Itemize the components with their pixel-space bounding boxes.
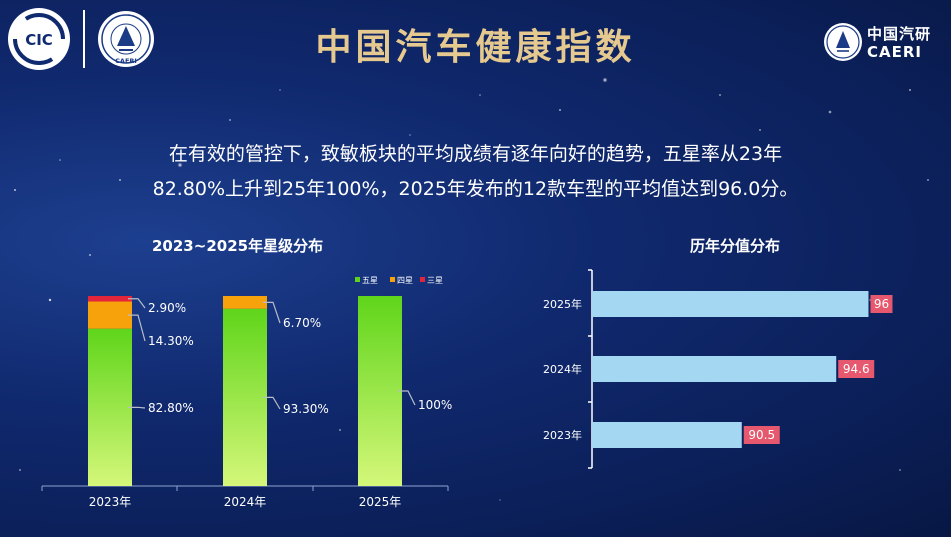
data-label: 93.30% bbox=[283, 402, 329, 416]
score-bar bbox=[592, 356, 837, 382]
caeri-brand: 中国汽研 CAERI bbox=[823, 22, 941, 64]
data-label: 100% bbox=[418, 398, 452, 412]
legend-swatch bbox=[420, 277, 425, 282]
score-data-label: 96 bbox=[874, 297, 889, 311]
legend-swatch bbox=[390, 277, 395, 282]
score-distribution-chart-title: 历年分值分布 bbox=[690, 237, 781, 255]
data-label-leader-line bbox=[128, 298, 146, 309]
y-tick-label: 2023年 bbox=[543, 428, 582, 442]
score-label-background bbox=[743, 426, 780, 444]
header-divider bbox=[83, 10, 85, 68]
legend-label: 五星 bbox=[362, 276, 378, 285]
svg-text:CAERI: CAERI bbox=[115, 57, 137, 65]
bar-segment-five-star bbox=[358, 296, 402, 486]
summary-text: 在有效的管控下，致敏板块的平均成绩有逐年向好的趋势，五星率从23年 82.80%… bbox=[0, 137, 951, 207]
score-distribution-chart: 96 2025年 94.6 2024年 90.5 2023年 bbox=[543, 269, 893, 469]
data-label: 14.30% bbox=[148, 334, 194, 348]
star-distribution-chart-title: 2023~2025年星级分布 bbox=[152, 237, 324, 255]
brand-name-cn: 中国汽研 bbox=[867, 25, 932, 43]
bar-segment-three-star bbox=[88, 296, 132, 302]
cic-logo: CIC bbox=[8, 8, 70, 70]
score-data-label: 94.6 bbox=[843, 362, 870, 376]
y-tick-label: 2025年 bbox=[543, 297, 582, 311]
bar-segment-four-star bbox=[223, 296, 267, 309]
legend-swatch bbox=[355, 277, 360, 282]
bar-segment-five-star bbox=[223, 308, 267, 486]
data-label: 6.70% bbox=[283, 316, 321, 330]
data-label-leader-line bbox=[128, 406, 146, 409]
caeri-seal-logo: CAERI bbox=[98, 11, 154, 67]
data-label-leader-line bbox=[398, 390, 416, 406]
summary-line-1: 在有效的管控下，致敏板块的平均成绩有逐年向好的趋势，五星率从23年 bbox=[168, 143, 783, 165]
bar-segment-five-star bbox=[88, 328, 132, 486]
x-tick-label: 2025年 bbox=[359, 495, 402, 509]
star-distribution-chart: 82.80% 14.30% 2.90% 2023年 93.30% 6.70% 2024年 10… bbox=[41, 276, 452, 509]
bar-segment-four-star bbox=[88, 301, 132, 329]
brand-name-en: CAERI bbox=[867, 43, 922, 61]
legend-label: 三星 bbox=[427, 276, 443, 285]
y-tick-label: 2024年 bbox=[543, 362, 582, 376]
data-label: 82.80% bbox=[148, 401, 194, 415]
score-bar bbox=[592, 422, 742, 448]
x-tick-label: 2024年 bbox=[224, 495, 267, 509]
score-data-label: 90.5 bbox=[748, 428, 775, 442]
page-title: 中国汽车健康指数 bbox=[315, 27, 636, 68]
data-label-leader-line bbox=[263, 301, 281, 324]
x-tick-label: 2023年 bbox=[89, 495, 132, 509]
data-label-leader-line bbox=[263, 396, 281, 410]
score-label-background bbox=[870, 295, 893, 313]
score-label-background bbox=[838, 360, 875, 378]
legend-label: 四星 bbox=[397, 276, 413, 285]
caeri-mark-icon bbox=[824, 23, 862, 61]
data-label-leader-line bbox=[128, 314, 146, 342]
summary-line-2: 82.80%上升到25年100%，2025年发布的12款车型的平均值达到96.0… bbox=[152, 178, 799, 200]
svg-text:CIC: CIC bbox=[25, 31, 53, 49]
data-label: 2.90% bbox=[148, 301, 186, 315]
score-bar bbox=[592, 291, 869, 317]
